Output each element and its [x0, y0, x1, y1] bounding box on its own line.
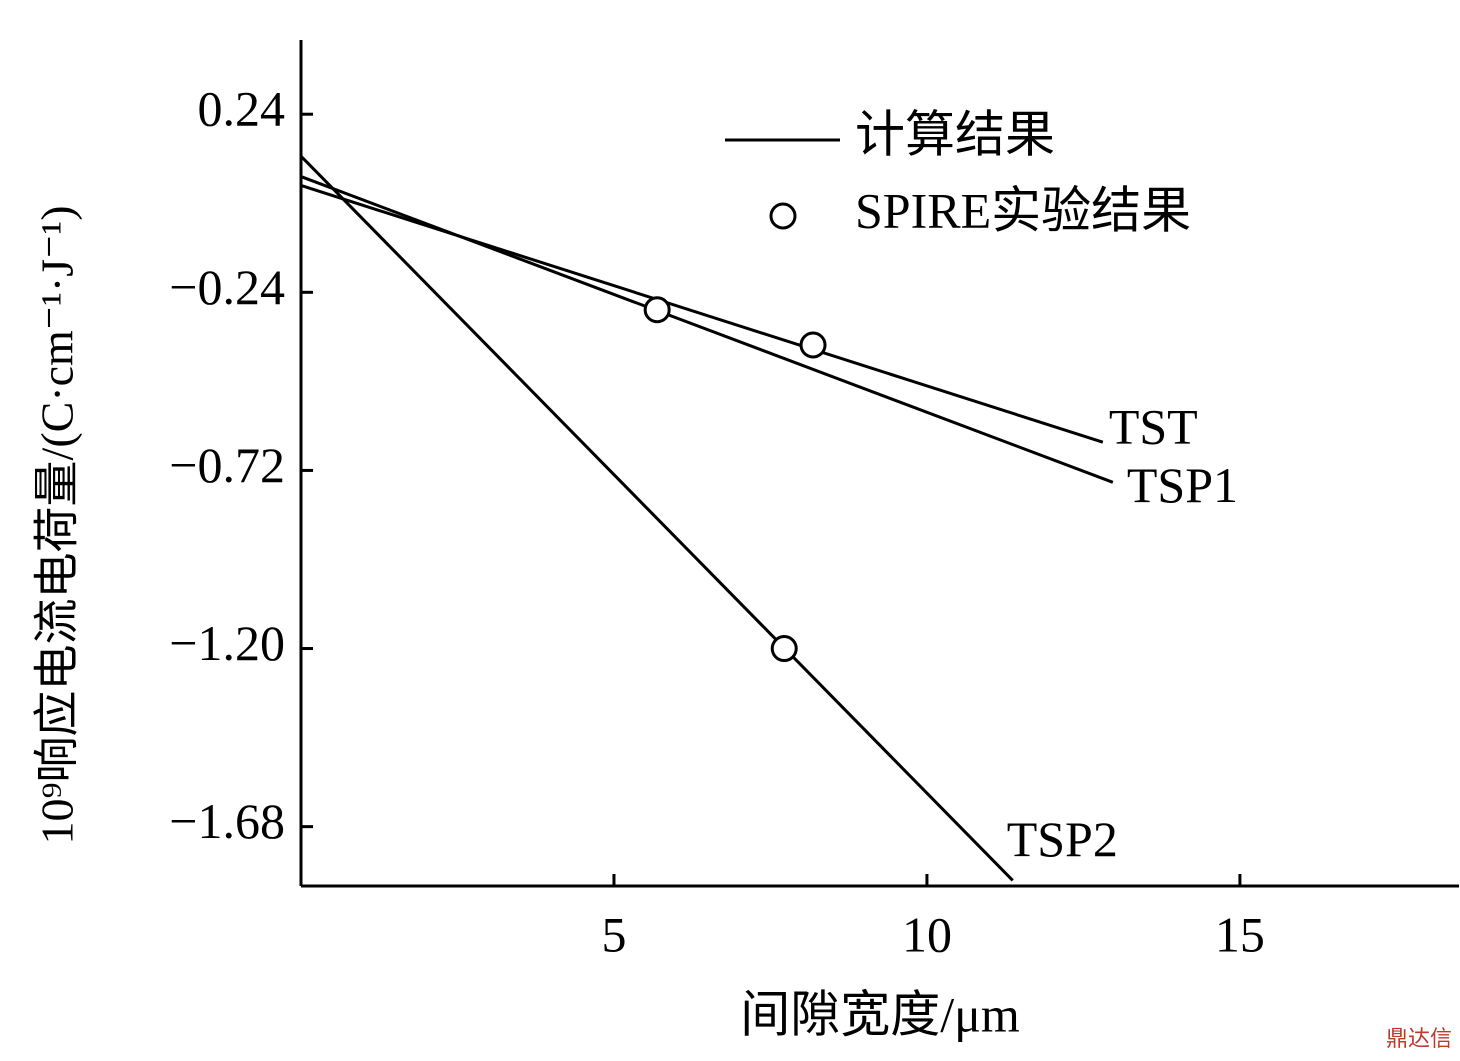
- legend-label: 计算结果: [855, 106, 1055, 162]
- y-axis-label: 10⁹响应电流电荷量/(C·cm⁻¹·J⁻¹): [32, 205, 83, 844]
- x-tick-label: 5: [601, 906, 626, 962]
- legend-marker: [769, 202, 797, 230]
- x-axis-label: 间隙宽度/μm: [740, 986, 1020, 1042]
- line-label: TST: [1109, 399, 1198, 455]
- y-tick-label: −1.68: [169, 793, 285, 849]
- y-tick-label: −0.24: [169, 259, 285, 315]
- y-tick-label: 0.24: [198, 81, 286, 137]
- legend-label: SPIRE实验结果: [855, 182, 1191, 238]
- point: [643, 296, 671, 324]
- point: [770, 635, 798, 663]
- line: [299, 155, 1014, 882]
- x-tick-label: 10: [902, 906, 952, 962]
- y-tick-label: −1.20: [169, 615, 285, 671]
- x-tick-label: 15: [1215, 906, 1265, 962]
- watermark: 鼎达信: [1386, 1027, 1452, 1052]
- line-label: TSP1: [1127, 457, 1238, 513]
- line: [300, 175, 1114, 484]
- line-label: TSP2: [1007, 811, 1118, 867]
- y-tick-label: −0.72: [169, 437, 285, 493]
- point: [799, 331, 827, 359]
